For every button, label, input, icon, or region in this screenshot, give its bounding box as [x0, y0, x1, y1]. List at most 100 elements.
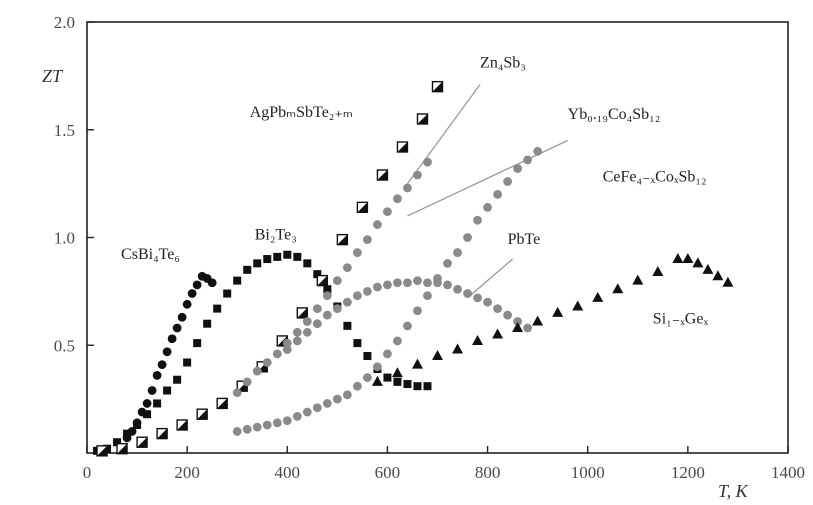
data-point-pbte — [463, 289, 472, 298]
data-point-cefe4-xcoxsb12 — [503, 177, 512, 186]
data-point-si1-xgex — [722, 276, 734, 287]
data-point-si1-xgex — [472, 334, 484, 345]
data-point-pbte — [503, 310, 512, 320]
series-annotation-label: PbTe — [508, 231, 541, 248]
data-point-si1-xgex — [652, 265, 664, 276]
data-point-bi2te3 — [143, 410, 152, 419]
data-point-cefe4-xcoxsb12 — [403, 321, 412, 331]
data-point-zn4sb3 — [342, 263, 352, 273]
data-point-zn4sb3 — [252, 366, 262, 376]
data-point-bi2te3 — [403, 380, 412, 389]
data-point-agpbmsbte2-m — [296, 307, 309, 319]
data-point-bi2te3 — [363, 352, 372, 361]
data-point-si1-xgex — [371, 375, 383, 386]
data-point-si1-xgex — [391, 367, 403, 378]
data-point-si1-xgex — [432, 350, 443, 361]
data-point-csbi4te6 — [192, 280, 202, 290]
data-point-si1-xgex — [702, 263, 714, 274]
data-point-cefe4-xcoxsb12 — [413, 306, 422, 316]
data-point-pbte — [312, 319, 322, 329]
data-point-cefe4-xcoxsb12 — [242, 424, 252, 434]
data-point-agpbmsbte2-m — [136, 436, 148, 448]
data-point-si1-xgex — [492, 328, 504, 339]
data-point-zn4sb3 — [413, 170, 422, 180]
data-point-si1-xgex — [632, 274, 644, 285]
data-point-cefe4-xcoxsb12 — [363, 373, 372, 382]
x-tick-label: 1000 — [571, 463, 605, 482]
data-point-zn4sb3 — [403, 183, 412, 193]
data-point-csbi4te6 — [172, 323, 182, 333]
data-point-cefe4-xcoxsb12 — [232, 427, 242, 436]
data-point-csbi4te6 — [177, 312, 187, 322]
data-point-bi2te3 — [123, 429, 132, 438]
y-tick-label: 1.0 — [54, 229, 75, 248]
data-point-pbte — [393, 278, 402, 288]
data-point-bi2te3 — [263, 255, 272, 264]
y-tick-label: 0.5 — [54, 336, 75, 355]
data-point-pbte — [322, 310, 332, 320]
data-point-cefe4-xcoxsb12 — [493, 190, 502, 199]
data-point-bi2te3 — [253, 259, 262, 268]
data-point-bi2te3 — [203, 319, 212, 328]
data-point-si1-xgex — [572, 300, 584, 311]
data-point-csbi4te6 — [162, 347, 172, 357]
data-point-bi2te3 — [213, 304, 222, 313]
data-point-cefe4-xcoxsb12 — [473, 215, 482, 225]
data-point-csbi4te6 — [167, 334, 177, 344]
data-point-bi2te3 — [303, 259, 312, 268]
data-point-cefe4-xcoxsb12 — [292, 411, 302, 421]
data-point-cefe4-xcoxsb12 — [252, 422, 262, 432]
data-point-bi2te3 — [273, 252, 282, 261]
data-point-cefe4-xcoxsb12 — [272, 418, 282, 428]
data-point-pbte — [483, 297, 492, 307]
data-point-zn4sb3 — [232, 388, 242, 398]
data-point-pbte — [383, 280, 392, 290]
x-tick-label: 800 — [475, 463, 501, 482]
data-point-zn4sb3 — [423, 157, 432, 167]
data-point-bi2te3 — [173, 375, 182, 384]
data-point-bi2te3 — [283, 250, 292, 259]
data-point-cefe4-xcoxsb12 — [322, 399, 332, 408]
data-point-bi2te3 — [313, 270, 322, 279]
data-point-pbte — [433, 278, 442, 288]
data-point-pbte — [513, 317, 523, 326]
data-point-agpbmsbte2-m — [336, 233, 349, 246]
data-point-si1-xgex — [692, 257, 704, 268]
x-tick-label: 600 — [375, 463, 401, 482]
data-point-csbi4te6 — [182, 299, 192, 309]
data-point-bi2te3 — [233, 276, 242, 285]
data-point-bi2te3 — [133, 420, 142, 429]
annotation-leader-line — [406, 84, 481, 185]
data-point-cefe4-xcoxsb12 — [262, 420, 272, 430]
data-point-zn4sb3 — [363, 235, 372, 245]
data-point-si1-xgex — [532, 315, 544, 326]
x-tick-label: 200 — [174, 463, 200, 482]
x-tick-label: 1400 — [771, 463, 805, 482]
data-point-si1-xgex — [512, 322, 524, 333]
data-point-pbte — [373, 282, 382, 292]
data-point-cefe4-xcoxsb12 — [312, 403, 322, 413]
data-point-cefe4-xcoxsb12 — [373, 362, 382, 372]
data-point-pbte — [493, 304, 502, 314]
data-point-zn4sb3 — [292, 327, 302, 337]
data-point-si1-xgex — [672, 253, 684, 264]
data-point-pbte — [352, 291, 362, 301]
data-point-si1-xgex — [552, 306, 564, 317]
data-point-pbte — [523, 323, 533, 333]
data-point-pbte — [403, 278, 412, 288]
data-point-pbte — [332, 304, 342, 314]
data-point-agpbmsbte2-m — [196, 408, 208, 420]
data-point-agpbmsbte2-m — [216, 397, 228, 410]
data-point-pbte — [302, 327, 312, 337]
data-point-bi2te3 — [293, 252, 302, 261]
data-point-cefe4-xcoxsb12 — [423, 291, 432, 301]
data-point-zn4sb3 — [262, 358, 272, 367]
data-point-cefe4-xcoxsb12 — [513, 164, 523, 173]
data-point-agpbmsbte2-m — [356, 201, 369, 214]
x-tick-label: 1200 — [671, 463, 705, 482]
data-point-agpbmsbte2-m — [316, 274, 329, 287]
data-point-bi2te3 — [153, 399, 162, 408]
data-point-bi2te3 — [113, 438, 122, 447]
data-point-pbte — [363, 286, 372, 296]
